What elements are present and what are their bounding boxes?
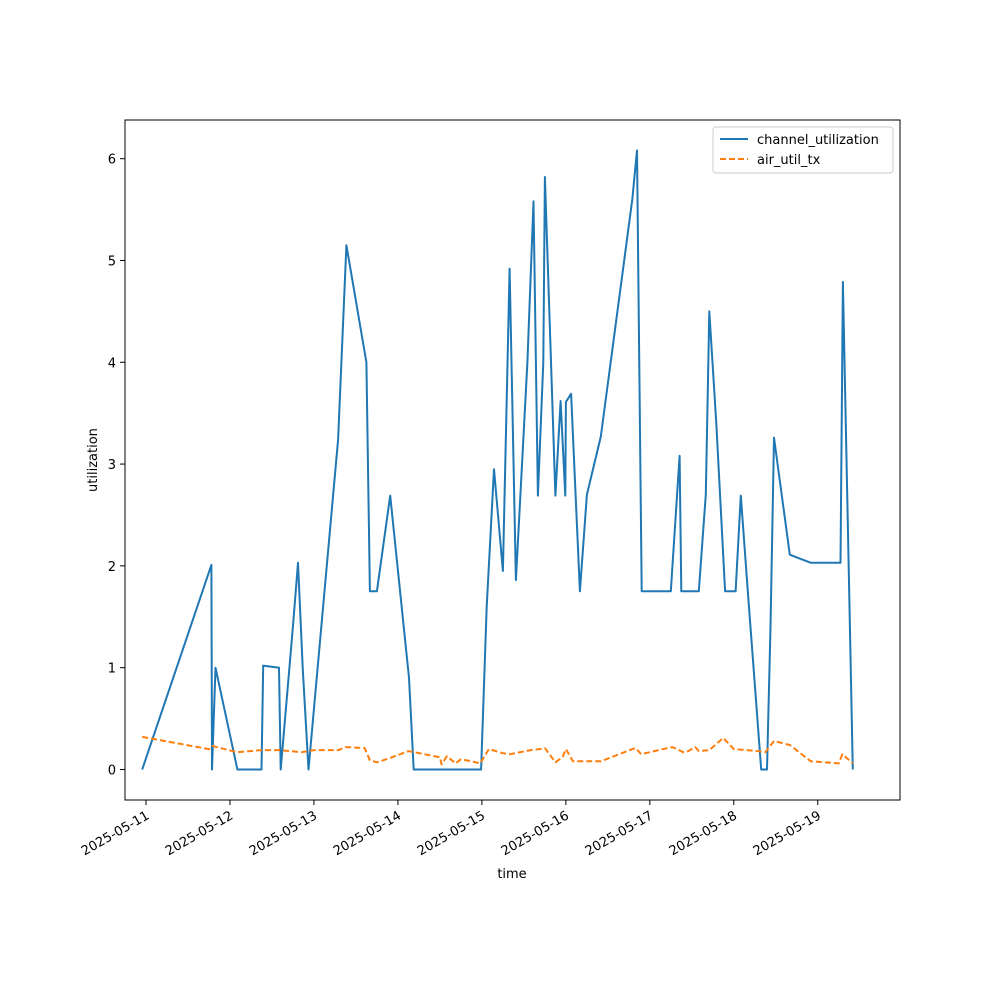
legend-box <box>712 126 894 174</box>
y-tick-label: 4 <box>108 356 116 371</box>
y-axis-label: utilization <box>86 428 101 492</box>
x-axis-label: time <box>497 867 526 882</box>
y-tick-label: 0 <box>108 763 116 778</box>
series-line-air-util-tx <box>142 735 854 766</box>
y-axis: 0 1 2 3 4 5 6 <box>108 153 125 778</box>
plot-frame <box>124 119 901 801</box>
series-line-channel-utilization <box>141 149 854 771</box>
y-tick-label: 5 <box>108 254 116 269</box>
legend-label-channel-utilization: channel_utilization <box>757 133 879 148</box>
y-tick-label: 6 <box>108 153 116 168</box>
y-tick-label: 3 <box>108 458 116 473</box>
series-layer <box>141 149 854 771</box>
legend-label-air-util-tx: air_util_tx <box>757 153 821 168</box>
legend: channel_utilization air_util_tx <box>712 126 894 174</box>
y-tick-label: 1 <box>108 662 116 677</box>
y-tick-label: 2 <box>108 560 116 575</box>
